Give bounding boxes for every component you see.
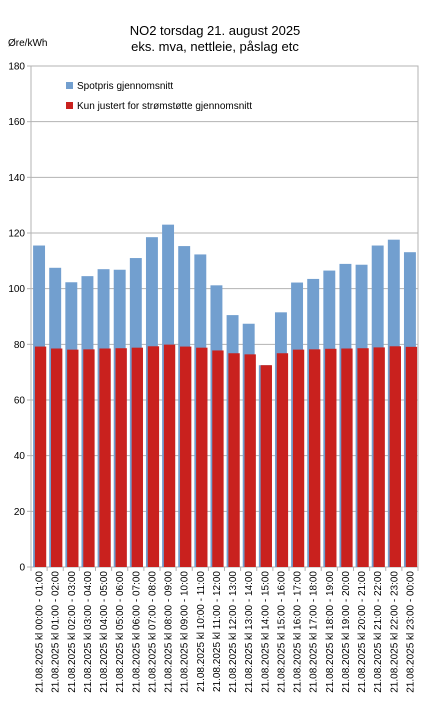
y-tick-label: 20 <box>14 507 26 518</box>
bar-stromstotte <box>260 365 272 567</box>
legend-swatch-spotpris <box>66 82 73 89</box>
bar-stromstotte <box>163 344 176 567</box>
bar-stromstotte <box>196 347 208 567</box>
x-tick-label: 21.08.2025 kl 07:00 - 08:00 <box>147 571 158 693</box>
bar-stromstotte <box>67 349 79 567</box>
x-tick-label: 21.08.2025 kl 08:00 - 09:00 <box>164 571 175 693</box>
y-tick-label: 160 <box>8 117 25 128</box>
x-tick-label: 21.08.2025 kl 20:00 - 21:00 <box>357 571 368 693</box>
bar-stromstotte <box>115 348 127 567</box>
y-tick-label: 140 <box>8 173 25 184</box>
bar-stromstotte <box>244 354 256 567</box>
bar-stromstotte <box>276 353 289 567</box>
y-tick-label: 60 <box>14 396 26 407</box>
x-tick-label: 21.08.2025 kl 06:00 - 07:00 <box>131 571 142 693</box>
chart-subtitle: eks. mva, nettleie, påslag etc <box>131 39 299 54</box>
y-tick-label: 120 <box>8 229 25 240</box>
bar-stromstotte <box>34 346 47 567</box>
bar-stromstotte <box>228 353 240 567</box>
x-tick-label: 21.08.2025 kl 19:00 - 20:00 <box>341 571 352 693</box>
bar-stromstotte <box>180 346 192 567</box>
legend-swatch-stromstotte <box>66 102 73 109</box>
x-tick-label: 21.08.2025 kl 12:00 - 13:00 <box>228 571 239 693</box>
x-tick-label: 21.08.2025 kl 17:00 - 18:00 <box>309 571 320 693</box>
bar-stromstotte <box>147 346 160 567</box>
legend-label-spotpris: Spotpris gjennomsnitt <box>77 81 173 92</box>
bar-stromstotte <box>357 348 369 567</box>
bar-stromstotte <box>292 349 305 567</box>
x-tick-label: 21.08.2025 kl 02:00 - 03:00 <box>67 571 78 693</box>
y-tick-label: 40 <box>14 451 26 462</box>
bar-stromstotte <box>309 349 321 567</box>
x-tick-label: 21.08.2025 kl 23:00 - 00:00 <box>405 571 416 693</box>
bar-stromstotte <box>341 348 353 567</box>
x-tick-label: 21.08.2025 kl 09:00 - 10:00 <box>180 571 191 693</box>
x-tick-label: 21.08.2025 kl 05:00 - 06:00 <box>115 571 126 693</box>
x-tick-label: 21.08.2025 kl 18:00 - 19:00 <box>325 571 336 693</box>
bar-stromstotte <box>83 349 95 567</box>
x-tick-label: 21.08.2025 kl 13:00 - 14:00 <box>244 571 255 693</box>
chart-title: NO2 torsdag 21. august 2025 <box>129 23 301 38</box>
bar-stromstotte <box>99 348 111 567</box>
x-tick-label: 21.08.2025 kl 15:00 - 16:00 <box>276 571 287 693</box>
x-tick-label: 21.08.2025 kl 11:00 - 12:00 <box>212 571 223 692</box>
x-tick-label: 21.08.2025 kl 16:00 - 17:00 <box>293 571 304 693</box>
bar-stromstotte <box>389 346 401 567</box>
x-tick-label: 21.08.2025 kl 04:00 - 05:00 <box>99 571 110 693</box>
x-tick-label: 21.08.2025 kl 00:00 - 01:00 <box>35 571 46 693</box>
x-tick-label: 21.08.2025 kl 14:00 - 15:00 <box>260 571 271 693</box>
bar-stromstotte <box>212 350 224 567</box>
bar-stromstotte <box>405 346 418 567</box>
bar-stromstotte <box>373 347 385 567</box>
x-tick-label: 21.08.2025 kl 03:00 - 04:00 <box>83 571 94 693</box>
y-tick-label: 180 <box>8 62 25 73</box>
x-tick-label: 21.08.2025 kl 22:00 - 23:00 <box>389 571 400 693</box>
y-tick-label: 100 <box>8 284 25 295</box>
x-tick-label: 21.08.2025 kl 10:00 - 11:00 <box>196 571 207 692</box>
bar-stromstotte <box>131 347 143 567</box>
plot-area <box>30 65 419 568</box>
y-tick-label: 80 <box>14 340 26 351</box>
x-tick-label: 21.08.2025 kl 01:00 - 02:00 <box>51 571 62 693</box>
legend-label-stromstotte: Kun justert for strømstøtte gjennomsnitt <box>77 101 252 112</box>
y-axis-label: Øre/kWh <box>8 38 48 49</box>
bar-stromstotte <box>51 348 63 567</box>
bar-stromstotte <box>325 348 337 567</box>
x-tick-label: 21.08.2025 kl 21:00 - 22:00 <box>373 571 384 693</box>
y-tick-label: 0 <box>19 563 25 574</box>
